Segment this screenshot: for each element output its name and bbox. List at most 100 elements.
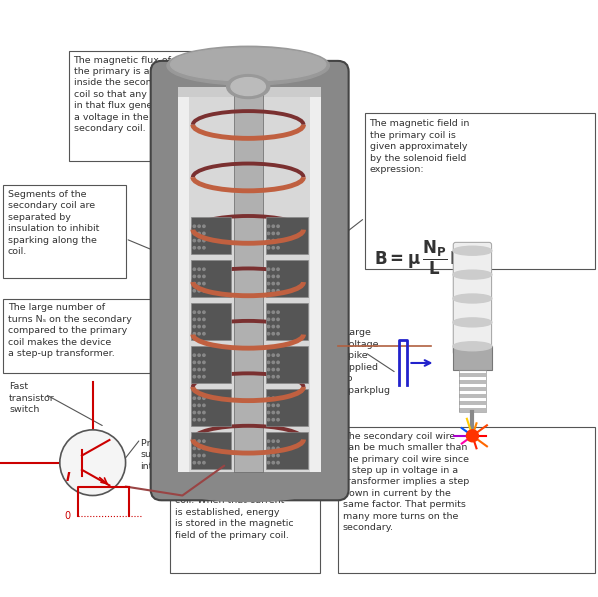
Circle shape (277, 239, 279, 242)
Circle shape (198, 397, 200, 399)
Circle shape (198, 239, 200, 242)
Text: The magnetic flux of
the primary is also
inside the secondary
coil so that any c: The magnetic flux of the primary is also… (74, 56, 184, 133)
Circle shape (267, 404, 270, 407)
Bar (191, 346, 231, 383)
Circle shape (193, 239, 196, 242)
Circle shape (198, 318, 200, 321)
Circle shape (277, 361, 279, 364)
Text: Segments of the
secondary coil are
separated by
insulation to inhibit
sparking a: Segments of the secondary coil are separ… (8, 190, 99, 256)
Bar (178, 87, 189, 472)
Circle shape (277, 447, 279, 450)
Circle shape (272, 311, 274, 313)
Bar (191, 217, 231, 254)
Bar (170, 469, 320, 573)
Circle shape (203, 368, 205, 371)
Circle shape (193, 282, 196, 285)
Text: The battery supplies
current to the primary
coil. When that current
is establish: The battery supplies current to the prim… (175, 473, 294, 540)
Ellipse shape (453, 318, 492, 327)
Circle shape (203, 447, 205, 450)
Circle shape (198, 361, 200, 364)
Circle shape (203, 282, 205, 285)
Circle shape (203, 247, 205, 249)
Circle shape (277, 282, 279, 285)
Circle shape (198, 268, 200, 270)
Circle shape (193, 318, 196, 321)
Circle shape (272, 368, 274, 371)
Circle shape (272, 461, 274, 464)
Circle shape (193, 411, 196, 414)
Circle shape (277, 368, 279, 371)
Circle shape (277, 333, 279, 335)
Bar (459, 408, 486, 412)
Text: The magnetic field in
the primary coil is
given approximately
by the solenoid fi: The magnetic field in the primary coil i… (370, 119, 470, 174)
Circle shape (203, 440, 205, 442)
Bar (266, 432, 308, 469)
Circle shape (198, 247, 200, 249)
Circle shape (272, 232, 274, 235)
Text: The large number of
turns Nₛ on the secondary
compared to the primary
coil makes: The large number of turns Nₛ on the seco… (8, 303, 132, 358)
Circle shape (203, 404, 205, 407)
Ellipse shape (170, 48, 326, 81)
Circle shape (272, 239, 274, 242)
Circle shape (203, 418, 205, 421)
Circle shape (277, 247, 279, 249)
Circle shape (272, 440, 274, 442)
Bar (266, 389, 308, 426)
Circle shape (267, 354, 270, 356)
Circle shape (193, 354, 196, 356)
Circle shape (267, 282, 270, 285)
Text: I: I (66, 470, 71, 484)
Circle shape (267, 225, 270, 227)
Circle shape (193, 290, 196, 292)
Bar (310, 87, 321, 472)
Circle shape (272, 397, 274, 399)
Circle shape (272, 282, 274, 285)
Text: Fast
transistor
switch: Fast transistor switch (9, 382, 55, 414)
Ellipse shape (453, 341, 492, 350)
Circle shape (272, 411, 274, 414)
Bar (191, 389, 231, 426)
Circle shape (277, 225, 279, 227)
Circle shape (193, 311, 196, 313)
Bar (459, 373, 486, 377)
Circle shape (267, 411, 270, 414)
Bar (234, 87, 263, 472)
Circle shape (267, 275, 270, 278)
Circle shape (193, 440, 196, 442)
Bar (459, 401, 486, 405)
Bar (191, 260, 231, 297)
Circle shape (267, 268, 270, 270)
Bar (459, 370, 486, 412)
Circle shape (198, 225, 200, 227)
Circle shape (193, 404, 196, 407)
Text: The iron core is made
so that the magnetic
field path has a continuous
loop to c: The iron core is made so that the magnet… (184, 73, 313, 140)
Circle shape (272, 318, 274, 321)
Circle shape (466, 430, 478, 442)
Circle shape (198, 354, 200, 356)
Text: 0: 0 (65, 512, 71, 521)
Circle shape (193, 268, 196, 270)
Circle shape (193, 247, 196, 249)
Circle shape (267, 333, 270, 335)
Circle shape (272, 447, 274, 450)
FancyBboxPatch shape (453, 242, 492, 355)
Bar (459, 380, 486, 384)
Bar (191, 432, 231, 469)
Circle shape (193, 361, 196, 364)
Circle shape (193, 325, 196, 328)
Circle shape (198, 418, 200, 421)
Bar (191, 303, 231, 340)
Circle shape (267, 290, 270, 292)
Circle shape (272, 225, 274, 227)
Bar (178, 87, 321, 97)
Circle shape (267, 232, 270, 235)
Circle shape (277, 318, 279, 321)
Circle shape (198, 376, 200, 378)
Circle shape (198, 411, 200, 414)
Circle shape (267, 361, 270, 364)
Text: The secondary coil wire
can be much smaller than
the primary coil wire since
a s: The secondary coil wire can be much smal… (343, 432, 469, 533)
Circle shape (198, 333, 200, 335)
Circle shape (267, 247, 270, 249)
Circle shape (277, 290, 279, 292)
Bar (3, 185, 126, 278)
